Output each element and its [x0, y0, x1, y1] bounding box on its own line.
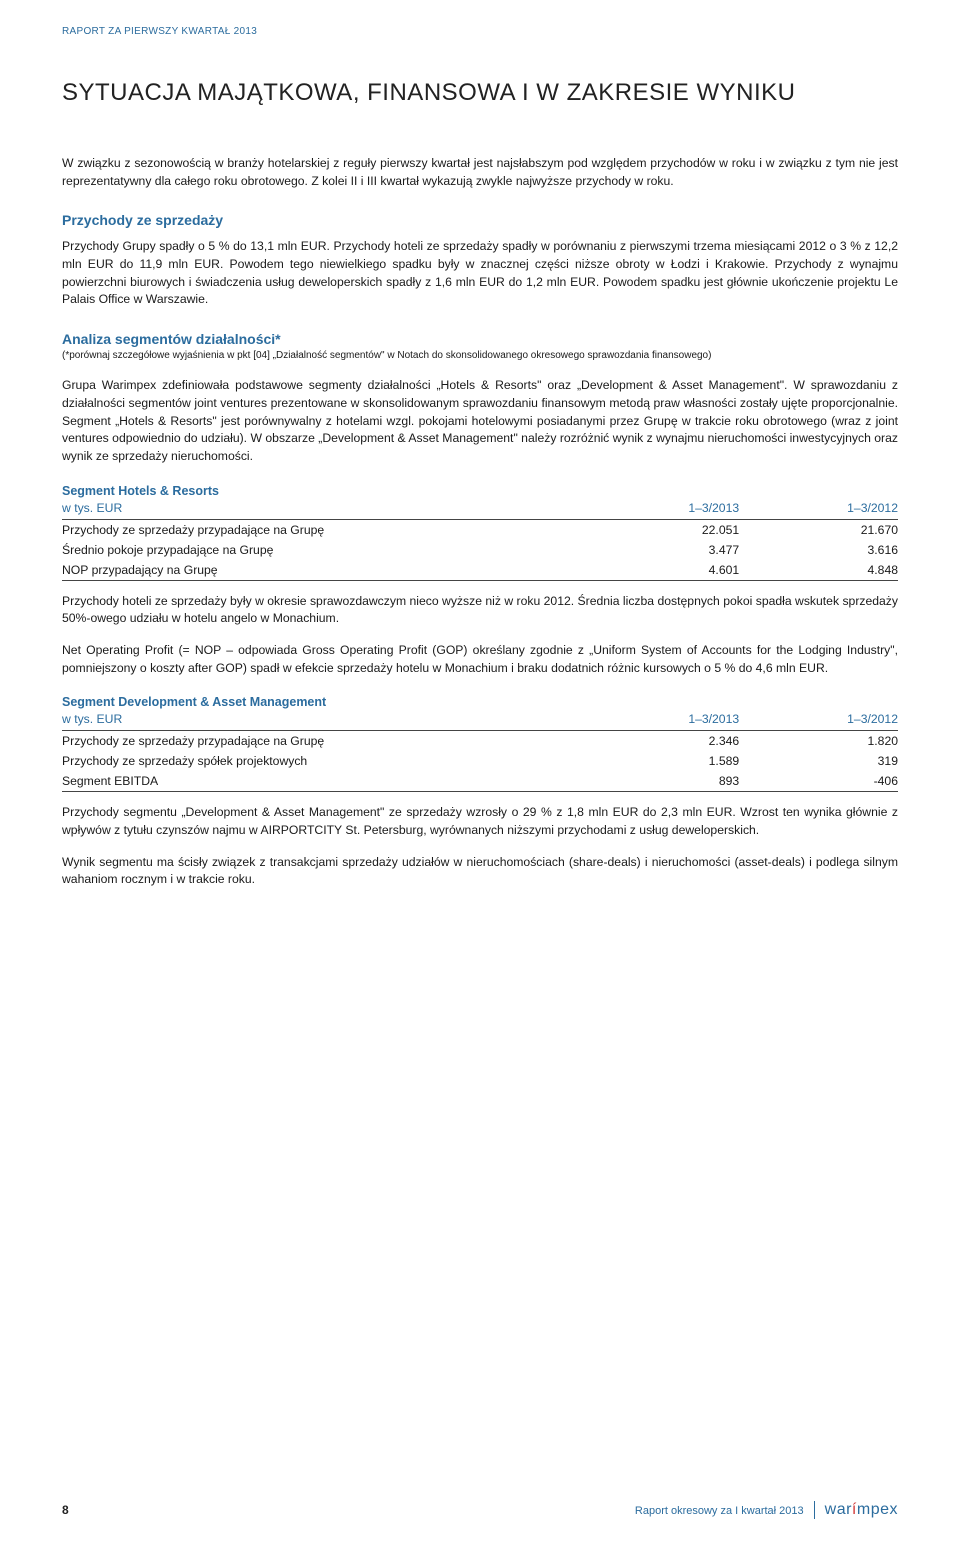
- section-heading-revenue: Przychody ze sprzedaży: [62, 212, 898, 228]
- hotels-paragraph-2: Net Operating Profit (= NOP – odpowiada …: [62, 642, 898, 677]
- footer-label: Raport okresowy za I kwartał 2013: [635, 1505, 804, 1517]
- table-row: Segment EBITDA 893 -406: [62, 771, 898, 792]
- table-cell-value: 2.346: [580, 731, 739, 752]
- table-header-row: w tys. EUR 1–3/2013 1–3/2012: [62, 709, 898, 731]
- section-heading-segments: Analiza segmentów działalności*: [62, 331, 898, 347]
- footer-right: Raport okresowy za I kwartał 2013 warímp…: [635, 1501, 898, 1519]
- table-row: Średnio pokoje przypadające na Grupę 3.4…: [62, 540, 898, 560]
- table-cell-value: 21.670: [739, 519, 898, 540]
- table-cell-value: 3.477: [580, 540, 739, 560]
- table-unit-label: w tys. EUR: [62, 709, 580, 731]
- page-number: 8: [62, 1503, 69, 1517]
- table-cell-value: 893: [580, 771, 739, 792]
- brand-logo: warímpex: [814, 1501, 898, 1519]
- section-heading-dev: Segment Development & Asset Management: [62, 695, 898, 709]
- hotels-paragraph-1: Przychody hoteli ze sprzedaży były w okr…: [62, 593, 898, 628]
- table-row: NOP przypadający na Grupę 4.601 4.848: [62, 560, 898, 581]
- table-col-2012: 1–3/2012: [739, 498, 898, 520]
- segments-paragraph: Grupa Warimpex zdefiniowała podstawowe s…: [62, 377, 898, 465]
- table-cell-value: 1.589: [580, 751, 739, 771]
- brand-post: mpex: [857, 1501, 898, 1518]
- page: RAPORT ZA PIERWSZY KWARTAŁ 2013 SYTUACJA…: [0, 0, 960, 1541]
- table-unit-label: w tys. EUR: [62, 498, 580, 520]
- intro-paragraph: W związku z sezonowością w branży hotela…: [62, 155, 898, 190]
- table-cell-value: 3.616: [739, 540, 898, 560]
- table-header-row: w tys. EUR 1–3/2013 1–3/2012: [62, 498, 898, 520]
- table-cell-value: 22.051: [580, 519, 739, 540]
- table-cell-label: Segment EBITDA: [62, 771, 580, 792]
- table-cell-value: 4.848: [739, 560, 898, 581]
- table-cell-value: 4.601: [580, 560, 739, 581]
- table-row: Przychody ze sprzedaży przypadające na G…: [62, 731, 898, 752]
- table-col-2013: 1–3/2013: [580, 498, 739, 520]
- running-header: RAPORT ZA PIERWSZY KWARTAŁ 2013: [62, 26, 898, 37]
- revenue-paragraph: Przychody Grupy spadły o 5 % do 13,1 mln…: [62, 238, 898, 309]
- table-cell-label: Przychody ze sprzedaży przypadające na G…: [62, 519, 580, 540]
- dev-paragraph-1: Przychody segmentu „Development & Asset …: [62, 804, 898, 839]
- dev-paragraph-2: Wynik segmentu ma ścisły związek z trans…: [62, 854, 898, 889]
- section-heading-hotels: Segment Hotels & Resorts: [62, 484, 898, 498]
- segments-footnote: (*porównaj szczegółowe wyjaśnienia w pkt…: [62, 349, 898, 363]
- page-footer: 8 Raport okresowy za I kwartał 2013 warí…: [62, 1501, 898, 1519]
- table-cell-label: Przychody ze sprzedaży przypadające na G…: [62, 731, 580, 752]
- table-dev: w tys. EUR 1–3/2013 1–3/2012 Przychody z…: [62, 709, 898, 792]
- page-title: SYTUACJA MAJĄTKOWA, FINANSOWA I W ZAKRES…: [62, 79, 898, 107]
- table-cell-label: NOP przypadający na Grupę: [62, 560, 580, 581]
- table-hotels: w tys. EUR 1–3/2013 1–3/2012 Przychody z…: [62, 498, 898, 581]
- table-col-2013: 1–3/2013: [580, 709, 739, 731]
- table-cell-label: Przychody ze sprzedaży spółek projektowy…: [62, 751, 580, 771]
- table-cell-value: 319: [739, 751, 898, 771]
- table-cell-value: -406: [739, 771, 898, 792]
- table-cell-label: Średnio pokoje przypadające na Grupę: [62, 540, 580, 560]
- table-row: Przychody ze sprzedaży przypadające na G…: [62, 519, 898, 540]
- table-col-2012: 1–3/2012: [739, 709, 898, 731]
- table-cell-value: 1.820: [739, 731, 898, 752]
- brand-pre: war: [825, 1501, 852, 1518]
- table-row: Przychody ze sprzedaży spółek projektowy…: [62, 751, 898, 771]
